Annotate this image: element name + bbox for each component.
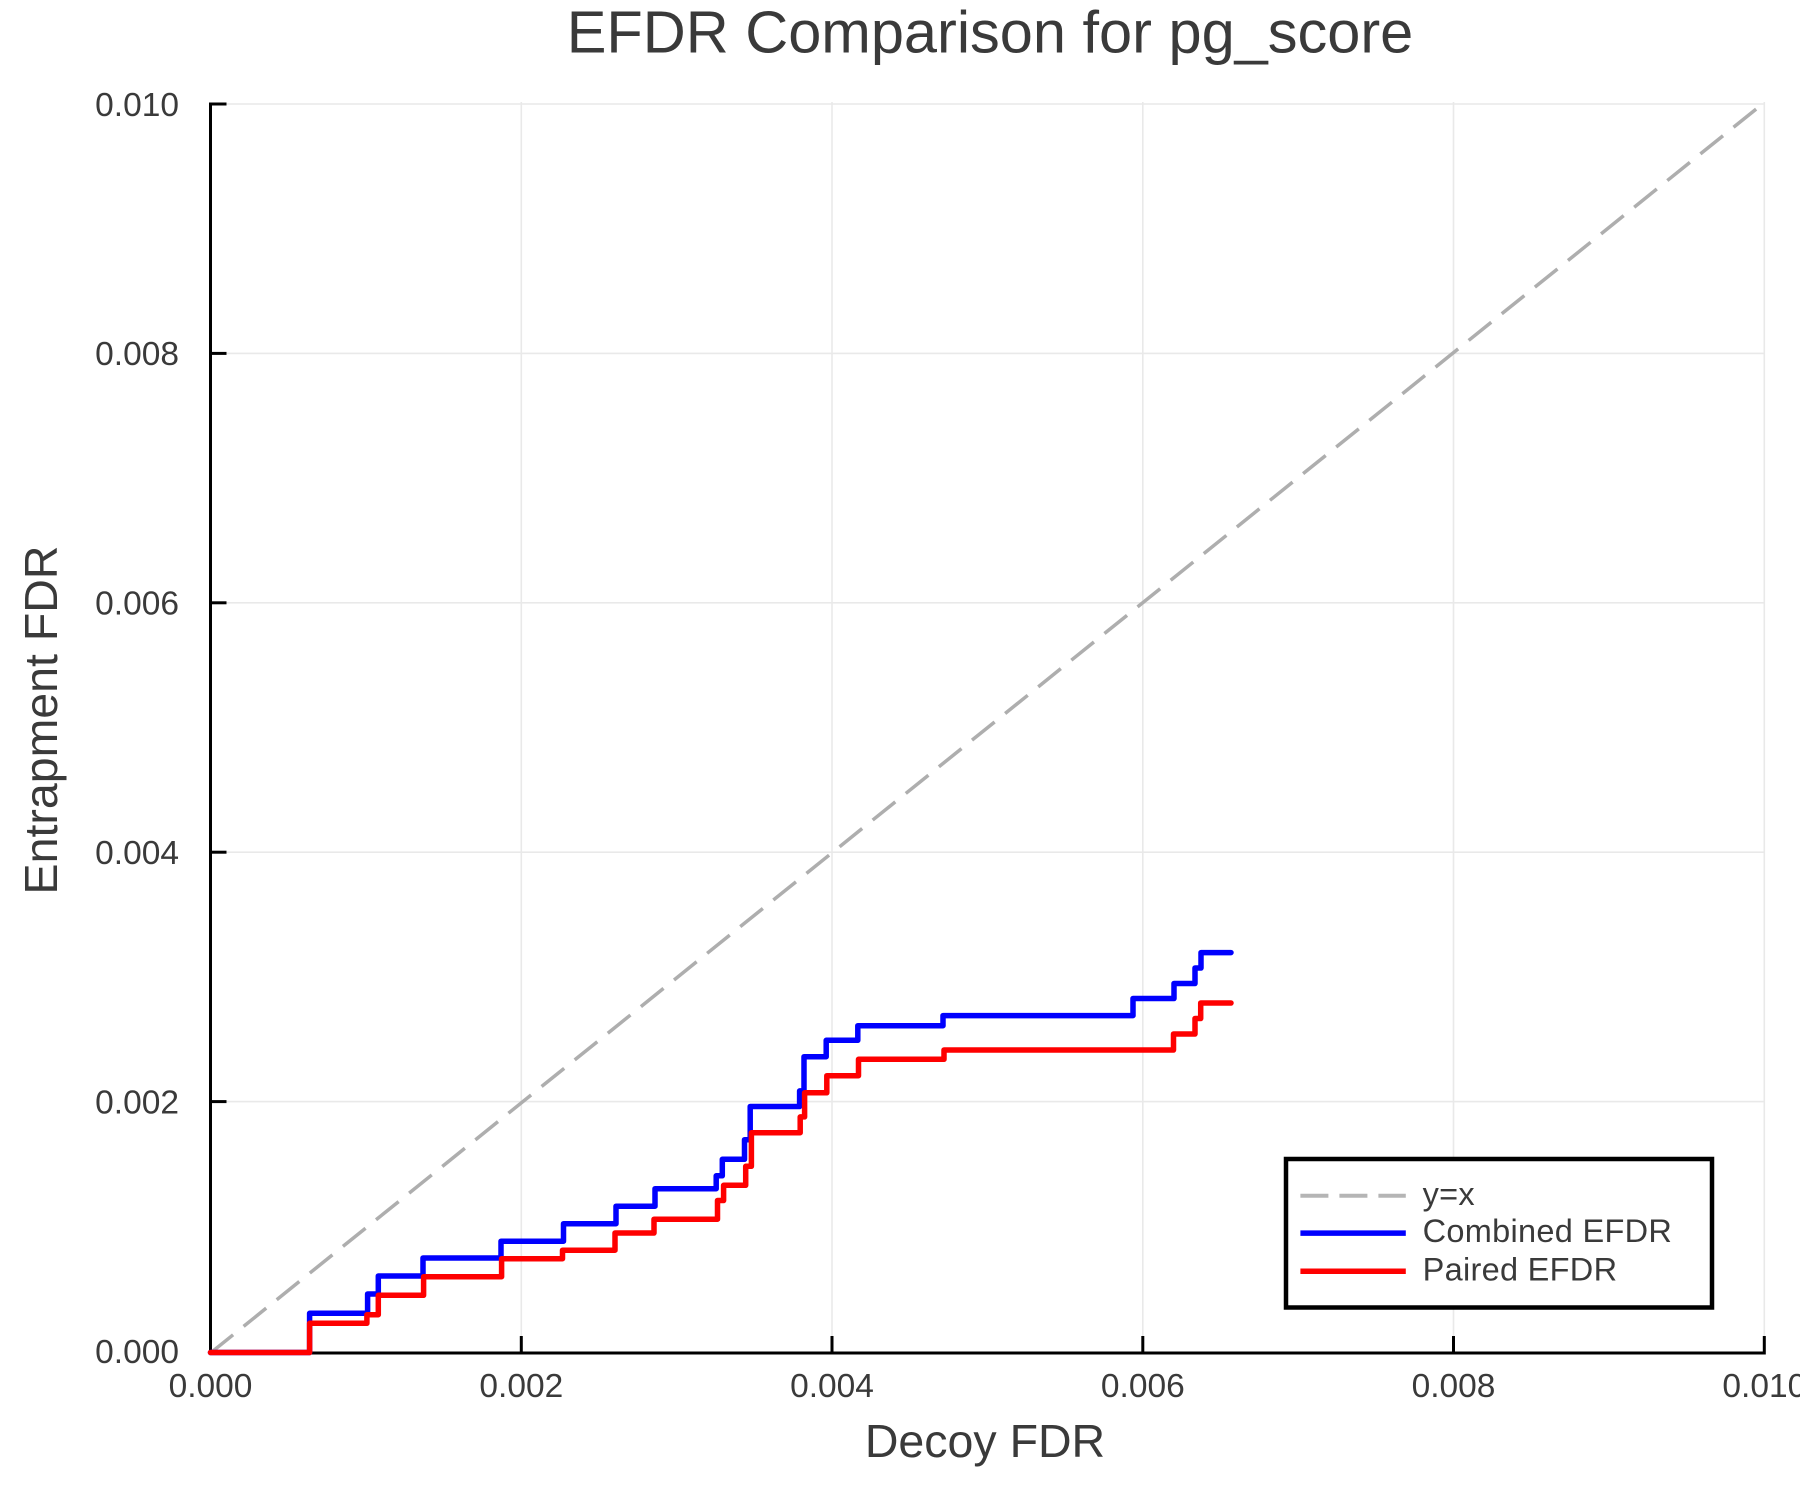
- svg-text:0.006: 0.006: [1101, 1368, 1185, 1405]
- svg-text:EFDR Comparison for pg_score: EFDR Comparison for pg_score: [567, 0, 1414, 66]
- svg-text:0.006: 0.006: [95, 586, 179, 623]
- svg-text:Combined EFDR: Combined EFDR: [1423, 1213, 1673, 1249]
- svg-text:0.000: 0.000: [95, 1334, 179, 1371]
- svg-text:Decoy FDR: Decoy FDR: [865, 1415, 1105, 1467]
- svg-text:0.004: 0.004: [790, 1368, 874, 1405]
- svg-text:Paired EFDR: Paired EFDR: [1423, 1251, 1618, 1287]
- svg-text:0.002: 0.002: [479, 1368, 563, 1405]
- svg-text:y=x: y=x: [1423, 1176, 1475, 1212]
- svg-text:0.004: 0.004: [95, 835, 179, 872]
- svg-text:0.010: 0.010: [95, 87, 179, 124]
- svg-text:0.010: 0.010: [1722, 1368, 1800, 1405]
- svg-text:0.008: 0.008: [1412, 1368, 1496, 1405]
- svg-text:Entrapment FDR: Entrapment FDR: [15, 546, 67, 895]
- svg-text:0.000: 0.000: [169, 1368, 253, 1405]
- svg-text:0.008: 0.008: [95, 336, 179, 373]
- svg-text:0.002: 0.002: [95, 1084, 179, 1121]
